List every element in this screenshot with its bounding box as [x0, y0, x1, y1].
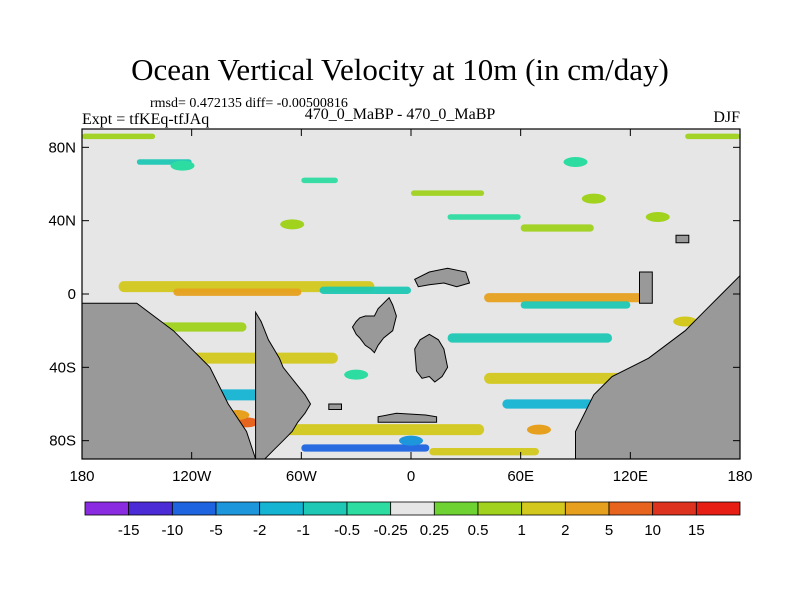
anomaly-band-20	[447, 214, 521, 220]
x-tick-label-5: 120E	[613, 468, 648, 485]
page-title: Ocean Vertical Velocity at 10m (in cm/da…	[131, 52, 669, 87]
x-tick-label-0: 180	[69, 468, 94, 485]
x-tick-label-2: 60W	[286, 468, 318, 485]
colorbar-label-8: 0.5	[468, 522, 489, 539]
anomaly-band-0	[82, 133, 156, 140]
colorbar-label-5: -0.5	[334, 522, 360, 539]
anomaly-band-3	[173, 288, 302, 296]
colorbar-label-13: 15	[688, 522, 705, 539]
colorbar-cell-5	[302, 501, 348, 516]
anomaly-band-12	[502, 399, 594, 409]
anomaly-band-8	[447, 333, 613, 343]
colorbar-label-4: -1	[297, 522, 310, 539]
colorbar-cell-11	[564, 501, 610, 516]
anomaly-band-6	[520, 301, 631, 309]
colorbar-cell-8	[433, 501, 479, 516]
colorbar-label-9: 1	[517, 522, 525, 539]
colorbar-cell-9	[477, 501, 523, 516]
colorbar-label-11: 5	[605, 522, 613, 539]
land-south-america	[255, 310, 312, 460]
land-island-ne	[675, 234, 690, 244]
colorbar-cell-4	[259, 501, 304, 516]
anomaly-band-18	[411, 190, 485, 196]
land-africa	[351, 296, 397, 354]
y-tick-label-3: 40S	[49, 359, 76, 376]
anomaly-spot-2	[581, 193, 606, 204]
expt-label: Expt = tfKEq-tfJAq	[82, 111, 210, 128]
land-island-north	[414, 267, 471, 288]
y-tick-label-1: 40N	[48, 213, 76, 230]
colorbar-cell-14	[695, 501, 741, 516]
anomaly-spot-9	[526, 424, 551, 435]
y-tick-label-0: 80N	[48, 139, 76, 156]
colorbar-cell-7	[390, 501, 435, 516]
y-tick-label-4: 80S	[49, 433, 76, 450]
colorbar-label-12: 10	[644, 522, 661, 539]
anomaly-spot-8	[344, 369, 369, 380]
land-island-india	[414, 333, 449, 383]
x-tick-label-1: 120W	[172, 468, 212, 485]
x-tick-label-6: 180	[727, 468, 752, 485]
colorbar-cell-13	[652, 501, 697, 516]
colorbar-cell-10	[521, 501, 566, 516]
anomaly-spot-1	[563, 157, 588, 167]
anomaly-spot-4	[645, 212, 670, 222]
anomaly-band-19	[520, 224, 594, 232]
land-island-s-2	[328, 403, 342, 410]
colorbar-label-3: -2	[253, 522, 266, 539]
anomaly-band-17	[301, 177, 338, 184]
anomaly-band-14	[301, 444, 430, 452]
season-label: DJF	[713, 109, 740, 126]
anomaly-band-15	[429, 448, 539, 456]
anomaly-band-5	[319, 286, 411, 294]
y-tick-label-2: 0	[68, 286, 76, 303]
colorbar-cell-0	[84, 501, 130, 516]
colorbar-cell-3	[215, 501, 261, 516]
land-antarctica-west	[81, 302, 257, 460]
colorbar-label-1: -10	[161, 522, 183, 539]
anomaly-spot-3	[280, 219, 305, 230]
colorbar-label-7: 0.25	[420, 522, 449, 539]
colorbar-cell-6	[346, 501, 392, 516]
experiment-names-label: 470_0_MaBP - 470_0_MaBP	[304, 106, 496, 123]
anomaly-band-1	[685, 133, 740, 140]
colorbar-label-6: -0.25	[374, 522, 408, 539]
anomaly-spot-0	[170, 160, 195, 171]
colorbar-label-2: -5	[209, 522, 222, 539]
colorbar-cell-2	[171, 501, 217, 516]
anomaly-band-13	[264, 424, 485, 436]
x-tick-label-4: 60E	[507, 468, 534, 485]
rmsd-diff-label: rmsd= 0.472135 diff= -0.00500816	[150, 96, 348, 111]
x-tick-label-3: 0	[407, 468, 415, 485]
anomaly-spot-11	[399, 435, 423, 446]
land-island-s-1	[377, 412, 438, 423]
colorbar-cell-1	[128, 501, 173, 516]
anomaly-band-4	[484, 293, 649, 303]
land-strip-ne	[639, 271, 653, 304]
colorbar-label-10: 2	[561, 522, 569, 539]
colorbar-cell-12	[608, 501, 654, 516]
colorbar-label-0: -15	[118, 522, 140, 539]
